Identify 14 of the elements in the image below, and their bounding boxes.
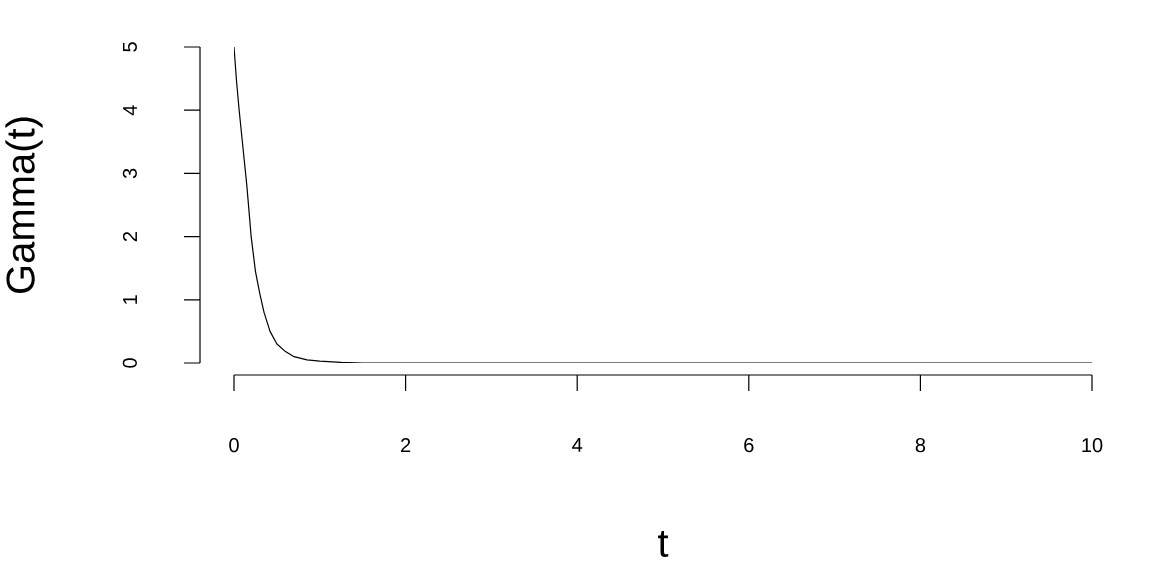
- y-axis-title: Gamma(t): [5, 117, 43, 293]
- y-tick-label: 4: [123, 105, 137, 116]
- x-tick-label: 0: [229, 438, 239, 453]
- x-tick-label: 10: [1082, 438, 1103, 453]
- x-tick-label: 2: [401, 438, 411, 453]
- y-tick-label: 1: [123, 295, 137, 304]
- y-tick-label: 2: [122, 232, 137, 242]
- x-axis-title: t: [658, 530, 669, 558]
- y-tick-label: 0: [122, 358, 137, 368]
- y-tick-label: 5: [122, 42, 137, 52]
- x-tick-label: 4: [572, 438, 583, 452]
- y-tick-label: 3: [122, 168, 137, 179]
- x-tick-label: 6: [744, 438, 754, 453]
- x-tick-label: 8: [915, 438, 926, 453]
